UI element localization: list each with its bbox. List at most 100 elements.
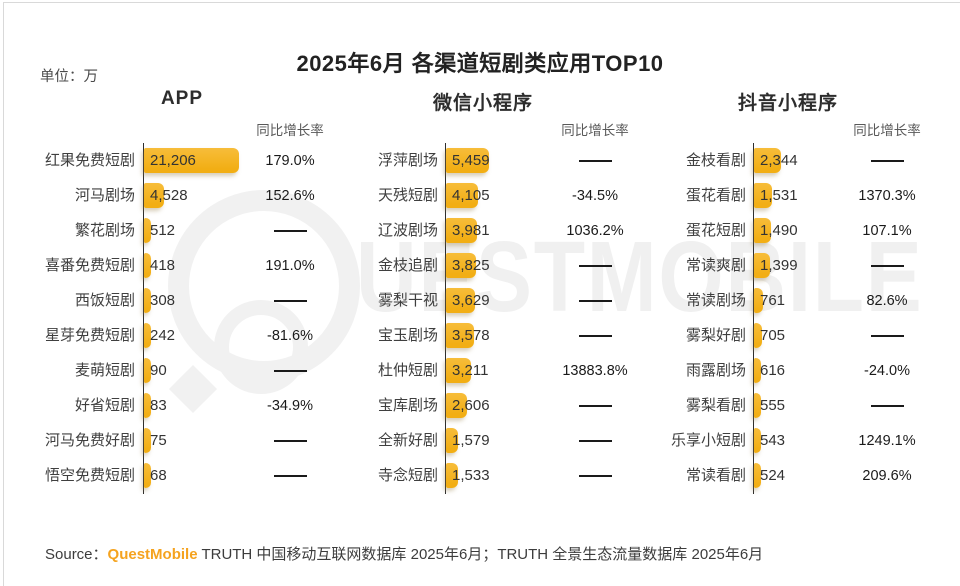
growth-rate-value: 1249.1% (858, 432, 916, 449)
table-row: 宝玉剧场 3,578 (355, 318, 655, 353)
source-line: Source：QuestMobile TRUTH 中国移动互联网数据库 2025… (45, 543, 763, 564)
table-row: 金枝追剧 3,825 (355, 248, 655, 283)
app-name-label: 金枝追剧 (377, 257, 438, 274)
channel-section-app: APP 同比增长率 红果免费短剧 21,206 179.0% 河马剧场 4,528 152.6… (40, 88, 352, 510)
value-label: 524 (760, 467, 786, 484)
channel-section-douyin-mini: 抖音小程序 同比增长率 金枝看剧 2,344 蛋花看剧 1,531 1370.3% 蛋花短剧 1… (655, 88, 957, 510)
value-bar (446, 218, 477, 243)
value-label: 21,206 (150, 152, 196, 169)
growth-rate-cell (230, 423, 350, 458)
no-data-dash (273, 439, 307, 442)
growth-rate-cell: 13883.8% (535, 353, 655, 388)
value-label: 543 (760, 432, 786, 449)
growth-rate-value: 1036.2% (566, 222, 624, 239)
table-row: 浮萍剧场 5,459 (355, 143, 655, 178)
section-title-app: APP (160, 88, 204, 109)
table-row: 金枝看剧 2,344 (655, 143, 957, 178)
value-bar (144, 358, 151, 383)
table-row: 乐享小短剧 543 1249.1% (655, 423, 957, 458)
growth-rate-cell (230, 283, 350, 318)
value-label: 1,579 (452, 432, 490, 449)
growth-rate-value: 179.0% (265, 152, 315, 169)
value-bar (446, 393, 467, 418)
value-label: 1,490 (760, 222, 798, 239)
value-bar (144, 288, 151, 313)
value-bar (446, 183, 478, 208)
app-name-label: 浮萍剧场 (377, 152, 438, 169)
growth-rate-value: 82.6% (866, 292, 908, 309)
table-row: 星芽免费短剧 242 -81.6% (40, 318, 352, 353)
value-bar (754, 183, 772, 208)
growth-rate-header: 同比增长率 (561, 123, 629, 138)
app-name-label: 河马免费好剧 (44, 432, 135, 449)
table-row: 雾梨看剧 555 (655, 388, 957, 423)
growth-rate-cell: -34.5% (535, 178, 655, 213)
app-name-label: 宝库剧场 (377, 397, 438, 414)
value-bar (446, 253, 476, 278)
growth-rate-cell (827, 248, 947, 283)
value-label: 90 (150, 362, 167, 379)
growth-rate-cell (230, 458, 350, 493)
growth-rate-cell (827, 143, 947, 178)
table-row: 常读看剧 524 209.6% (655, 458, 957, 493)
top-border-line (4, 2, 960, 3)
app-name-label: 红果免费短剧 (44, 152, 135, 169)
axis-line (753, 143, 755, 494)
growth-rate-cell (535, 283, 655, 318)
source-text: TRUTH 中国移动互联网数据库 2025年6月；TRUTH 全景生态流量数据库… (197, 546, 764, 563)
no-data-dash (578, 159, 612, 162)
app-name-label: 辽波剧场 (377, 222, 438, 239)
value-bar (446, 428, 458, 453)
value-label: 242 (150, 327, 176, 344)
section-title-douyin-mini: 抖音小程序 (737, 93, 838, 114)
app-name-label: 雾梨干视 (377, 292, 438, 309)
value-bar (144, 253, 151, 278)
growth-rate-cell: 107.1% (827, 213, 947, 248)
value-bar (446, 358, 471, 383)
rows-douyin-mini: 金枝看剧 2,344 蛋花看剧 1,531 1370.3% 蛋花短剧 1,490 107.1%… (655, 143, 957, 493)
growth-rate-cell: 82.6% (827, 283, 947, 318)
value-label: 68 (150, 467, 167, 484)
value-label: 418 (150, 257, 176, 274)
source-brand: QuestMobile (107, 546, 198, 563)
growth-rate-cell: 179.0% (230, 143, 350, 178)
growth-rate-cell: 209.6% (827, 458, 947, 493)
growth-rate-cell (535, 388, 655, 423)
app-name-label: 常读剧场 (685, 292, 746, 309)
channel-section-wechat-mini: 微信小程序 同比增长率 浮萍剧场 5,459 天残短剧 4,105 -34.5% 辽波剧场 3,… (355, 88, 655, 510)
table-row: 常读爽剧 1,399 (655, 248, 957, 283)
value-bar (754, 463, 761, 488)
table-row: 全新好剧 1,579 (355, 423, 655, 458)
app-name-label: 星芽免费短剧 (44, 327, 135, 344)
growth-rate-cell: -34.9% (230, 388, 350, 423)
growth-rate-value: -34.9% (267, 397, 313, 414)
app-name-label: 繁花剧场 (74, 222, 135, 239)
table-row: 宝库剧场 2,606 (355, 388, 655, 423)
table-row: 红果免费短剧 21,206 179.0% (40, 143, 352, 178)
value-bar (446, 148, 489, 173)
value-label: 5,459 (452, 152, 490, 169)
value-bar (144, 428, 151, 453)
app-name-label: 河马剧场 (74, 187, 135, 204)
value-label: 308 (150, 292, 176, 309)
value-bar (754, 253, 770, 278)
app-name-label: 寺念短剧 (377, 467, 438, 484)
growth-rate-value: 152.6% (265, 187, 315, 204)
growth-rate-cell: 152.6% (230, 178, 350, 213)
table-row: 蛋花看剧 1,531 1370.3% (655, 178, 957, 213)
value-label: 512 (150, 222, 176, 239)
value-label: 83 (150, 397, 167, 414)
value-bar (446, 288, 475, 313)
value-bar (754, 288, 763, 313)
value-label: 3,578 (452, 327, 490, 344)
value-bar (754, 148, 781, 173)
no-data-dash (273, 474, 307, 477)
no-data-dash (578, 439, 612, 442)
table-row: 河马剧场 4,528 152.6% (40, 178, 352, 213)
value-bar (754, 323, 762, 348)
no-data-dash (273, 369, 307, 372)
table-row: 好省短剧 83 -34.9% (40, 388, 352, 423)
no-data-dash (273, 229, 307, 232)
no-data-dash (870, 159, 904, 162)
rows-wechat-mini: 浮萍剧场 5,459 天残短剧 4,105 -34.5% 辽波剧场 3,981 1036.2%… (355, 143, 655, 493)
